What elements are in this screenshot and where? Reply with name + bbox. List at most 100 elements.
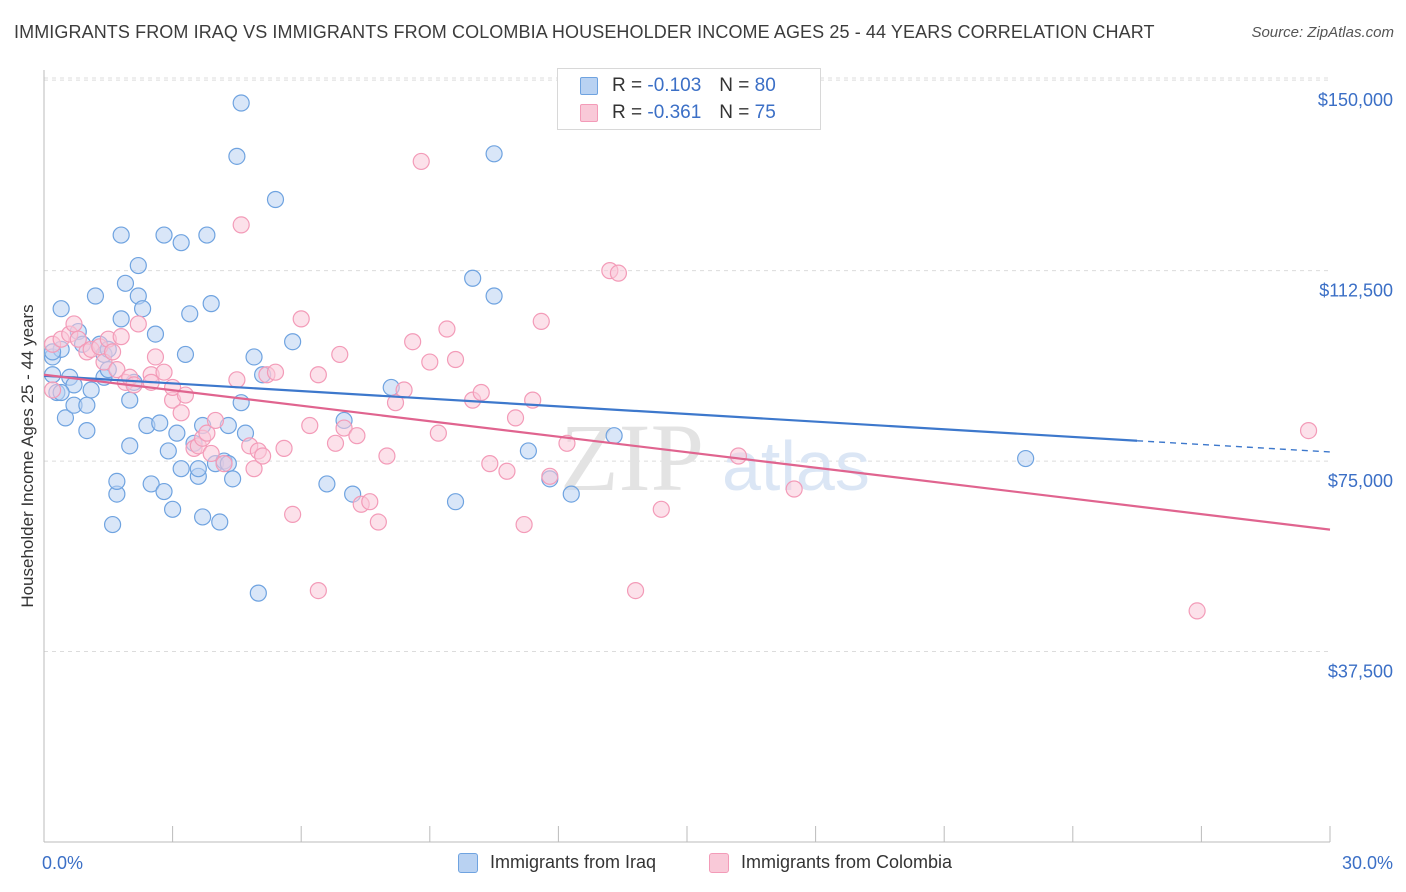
colombia-point <box>292 310 310 328</box>
iraq-point <box>605 427 623 445</box>
colombia-point <box>108 361 126 379</box>
iraq-point <box>78 396 96 414</box>
iraq-point <box>245 348 263 366</box>
colombia-point <box>335 419 353 437</box>
iraq-point <box>103 515 122 534</box>
iraq-point <box>168 424 186 442</box>
legend-r-label: R = <box>612 75 643 96</box>
iraq-point <box>284 333 302 351</box>
x-tick-label-min: 0.0% <box>42 853 83 873</box>
legend-r-iraq: -0.103 <box>647 75 702 96</box>
iraq-point <box>121 437 139 455</box>
iraq-point <box>172 234 190 252</box>
trend-line-iraq <box>43 374 1138 442</box>
colombia-point <box>348 427 366 445</box>
colombia-point <box>228 371 246 389</box>
iraq-point <box>446 493 465 511</box>
colombia-point <box>65 315 83 333</box>
colombia-point <box>785 480 803 498</box>
colombia-point <box>541 467 559 485</box>
iraq-point <box>211 513 229 531</box>
chart-title: IMMIGRANTS FROM IRAQ VS IMMIGRANTS FROM … <box>14 22 1155 42</box>
iraq-point <box>228 147 246 165</box>
colombia-point <box>438 320 456 338</box>
colombia-point <box>301 416 319 435</box>
legend-n-label: N = <box>719 102 750 123</box>
iraq-point <box>108 472 126 490</box>
iraq-point <box>202 295 220 313</box>
colombia-point <box>481 455 499 473</box>
colombia-point <box>515 515 533 534</box>
iraq-point <box>159 442 177 460</box>
iraq-point <box>318 475 336 493</box>
source-label: Source: ZipAtlas.com <box>1251 24 1394 41</box>
colombia-point <box>331 345 349 364</box>
iraq-point <box>464 269 482 287</box>
correlation-legend: R = -0.103 N = 80 R = -0.361 N = 75 <box>557 68 821 130</box>
x-tick-label-max: 30.0% <box>1342 853 1393 873</box>
iraq-point <box>133 300 152 318</box>
iraq-point <box>129 256 147 275</box>
trend-line-colombia <box>43 373 1331 531</box>
colombia-point <box>498 462 516 480</box>
iraq-point <box>82 381 100 399</box>
iraq-point <box>52 300 70 318</box>
iraq-point <box>249 584 267 602</box>
colombia-point <box>176 386 195 404</box>
iraq-point <box>181 305 199 323</box>
colombia-point <box>206 411 225 430</box>
colombia-point <box>309 581 327 600</box>
axes <box>43 70 1331 843</box>
colombia-point <box>112 328 130 346</box>
legend-label-iraq: Immigrants from Iraq <box>490 852 657 872</box>
colombia-point <box>266 363 285 381</box>
series-legend: Immigrants from Iraq Immigrants from Col… <box>0 852 1406 878</box>
legend-swatch-colombia <box>709 852 729 873</box>
colombia-point <box>378 447 396 465</box>
iraq-point <box>151 414 169 432</box>
iraq-point <box>155 482 173 501</box>
legend-r-label: R = <box>612 102 643 123</box>
colombia-point <box>652 500 670 518</box>
legend-r-colombia: -0.361 <box>647 102 702 123</box>
iraq-point <box>164 500 182 518</box>
iraq-point <box>232 94 250 112</box>
colombia-point <box>254 447 272 465</box>
iraq-point <box>224 470 242 488</box>
colombia-point <box>146 348 165 366</box>
colombia-point <box>421 353 439 371</box>
iraq-point <box>189 460 207 478</box>
iraq-point <box>519 442 537 460</box>
iraq-point <box>266 190 285 209</box>
iraq-point <box>155 226 173 244</box>
colombia-point <box>202 444 220 463</box>
colombia-point <box>446 350 465 369</box>
colombia-point <box>43 381 62 399</box>
iraq-point <box>56 409 75 427</box>
trend-lines <box>43 373 1331 531</box>
colombia-point <box>326 434 345 452</box>
y-tick-label: $75,000 <box>1328 471 1393 491</box>
iraq-point <box>121 391 139 409</box>
legend-item-iraq[interactable]: Immigrants from Iraq <box>458 852 656 873</box>
colombia-point <box>245 460 263 478</box>
iraq-point <box>86 287 105 305</box>
colombia-point <box>361 493 379 511</box>
legend-n-iraq: 80 <box>754 75 776 96</box>
iraq-point <box>485 145 503 163</box>
iraq-point <box>562 485 580 503</box>
legend-item-colombia[interactable]: Immigrants from Colombia <box>709 852 952 873</box>
colombia-point <box>103 343 122 361</box>
colombia-point <box>395 381 413 399</box>
y-tick-label: $37,500 <box>1328 662 1393 682</box>
colombia-point <box>155 363 173 381</box>
colombia-point <box>609 264 628 282</box>
colombia-point <box>429 424 447 442</box>
legend-row-iraq: R = -0.103 N = 80 <box>580 73 776 99</box>
colombia-point <box>198 424 216 442</box>
colombia-point <box>275 439 293 457</box>
colombia-point <box>284 505 302 524</box>
colombia-point <box>404 333 422 351</box>
colombia-point <box>412 152 430 171</box>
iraq-point <box>1017 449 1035 468</box>
